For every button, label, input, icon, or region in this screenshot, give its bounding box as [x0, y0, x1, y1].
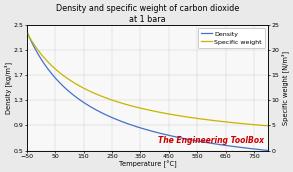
Y-axis label: Specific weight [N/m³]: Specific weight [N/m³]	[281, 51, 289, 125]
Title: Density and specific weight of carbon dioxide
at 1 bara: Density and specific weight of carbon di…	[56, 4, 239, 24]
Legend: Density, Specific weight: Density, Specific weight	[197, 28, 265, 48]
X-axis label: Temperature [°C]: Temperature [°C]	[119, 160, 176, 168]
Text: The Engineering ToolBox: The Engineering ToolBox	[158, 137, 263, 146]
Y-axis label: Density [kg/m³]: Density [kg/m³]	[4, 62, 12, 114]
